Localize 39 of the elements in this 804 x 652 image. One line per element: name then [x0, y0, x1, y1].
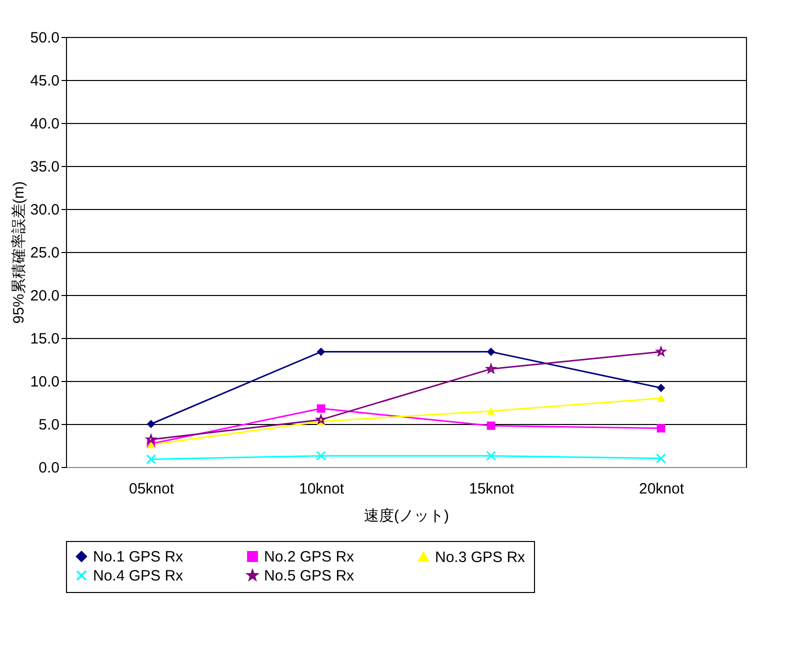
point: [146, 454, 156, 464]
x-tick-label: 10knot: [298, 480, 345, 498]
point: [486, 348, 496, 356]
x-tick-label: 05knot: [128, 480, 175, 498]
y-axis-title: 95%累積確率誤差(m): [10, 181, 28, 324]
legend-label: No.3 GPS Rx: [435, 548, 526, 566]
y-tick-label: 35.0: [30, 158, 60, 176]
legend-label: No.1 GPS Rx: [93, 548, 184, 566]
point: [656, 424, 666, 432]
legend-label: No.2 GPS Rx: [264, 548, 355, 566]
point: [486, 407, 496, 415]
y-tick-label: 45.0: [30, 72, 60, 90]
point: [486, 364, 496, 374]
point: [316, 414, 326, 424]
y-tick-label: 50.0: [30, 30, 60, 46]
point: [656, 453, 666, 464]
point: [656, 384, 666, 392]
y-tick-label: 20.0: [30, 288, 60, 304]
point: [316, 348, 326, 356]
point: [486, 450, 496, 461]
point: [656, 346, 666, 356]
point: [316, 450, 326, 461]
y-tick-label: 10.0: [30, 374, 60, 390]
y-tick-label: 15.0: [30, 330, 60, 348]
point: [316, 404, 326, 413]
legend-label: No.4 GPS Rx: [93, 568, 184, 584]
legend-label: No.5 GPS Rx: [264, 568, 355, 584]
point: [486, 422, 496, 430]
x-tick-label: 20knot: [638, 480, 685, 498]
y-tick-label: 30.0: [30, 202, 60, 218]
y-tick-label: 25.0: [30, 244, 60, 262]
y-tick-label: 0.0: [38, 460, 60, 476]
x-axis-title: 速度(ノット): [364, 508, 449, 524]
point: [656, 394, 666, 402]
point: [146, 420, 156, 428]
x-tick-label: 15knot: [468, 480, 515, 498]
y-tick-label: 5.0: [38, 416, 60, 434]
point: [146, 434, 156, 444]
y-tick-label: 40.0: [30, 116, 60, 132]
